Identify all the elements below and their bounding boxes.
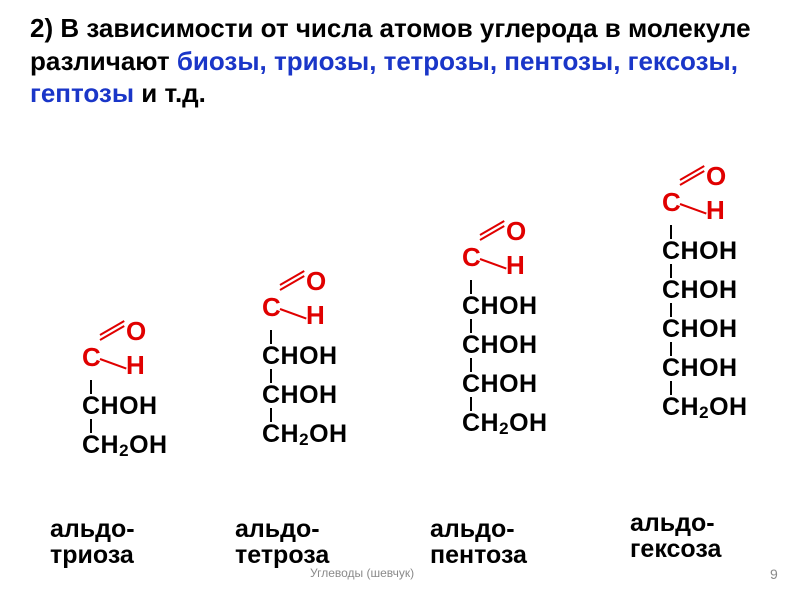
label-line: альдо- [430, 516, 527, 542]
aldehyde-c: C [262, 292, 281, 323]
label-line: альдо- [50, 516, 135, 542]
double-bond [280, 284, 308, 294]
label-line: альдо- [630, 510, 721, 536]
label-line: тетроза [235, 542, 329, 568]
molecule-stack: COHCHOHCHOHCH2OH [262, 270, 410, 448]
choh-group: CHOH [662, 356, 738, 381]
ch2oh-group: CH2OH [662, 395, 748, 421]
molecule-stack: COHCHOHCHOHCHOHCH2OH [462, 220, 610, 437]
molecule-stack: COHCHOHCHOHCHOHCHOHCH2OH [662, 165, 800, 421]
title-suffix: и т.д. [134, 78, 206, 108]
molecule-row: COHCHOHCH2OHальдо-триозаCOHCHOHCHOHCH2OH… [20, 120, 780, 560]
ch2oh-group: CH2OH [82, 433, 168, 459]
choh-group: CHOH [462, 372, 538, 397]
double-bond [680, 179, 708, 189]
aldehyde-h: H [306, 300, 325, 331]
aldehyde-o: O [306, 266, 326, 297]
molecule-hexose: COHCHOHCHOHCHOHCHOHCH2OH [630, 165, 800, 421]
aldehyde-h: H [126, 350, 145, 381]
aldehyde-c: C [82, 342, 101, 373]
choh-group: CHOH [262, 344, 338, 369]
single-bond [480, 258, 507, 269]
molecule-pentose: COHCHOHCHOHCHOHCH2OH [430, 220, 610, 437]
choh-group: CHOH [82, 394, 158, 419]
double-bond [100, 334, 128, 344]
molecule-triose: COHCHOHCH2OH [50, 320, 230, 459]
single-bond [100, 358, 127, 369]
choh-group: CHOH [662, 317, 738, 342]
molecule-label-pentose: альдо-пентоза [430, 516, 527, 569]
label-line: триоза [50, 542, 135, 568]
label-line: гексоза [630, 536, 721, 562]
aldehyde-c: C [662, 187, 681, 218]
footer-text: Углеводы (шевчук) [310, 566, 414, 580]
choh-group: CHOH [462, 333, 538, 358]
label-line: альдо- [235, 516, 329, 542]
aldehyde-o: O [506, 216, 526, 247]
page-number: 9 [770, 566, 778, 582]
choh-group: CHOH [662, 239, 738, 264]
ch2oh-group: CH2OH [462, 411, 548, 437]
molecule-label-hexose: альдо-гексоза [630, 510, 721, 563]
double-bond [480, 234, 508, 244]
molecule-tetrose: COHCHOHCHOHCH2OH [230, 270, 410, 448]
single-bond [680, 203, 707, 214]
single-bond [280, 308, 307, 319]
slide-title: 2) В зависимости от числа атомов углерод… [30, 12, 770, 110]
choh-group: CHOH [262, 383, 338, 408]
choh-group: CHOH [462, 294, 538, 319]
slide-container: 2) В зависимости от числа атомов углерод… [0, 0, 800, 600]
aldehyde-o: O [126, 316, 146, 347]
label-line: пентоза [430, 542, 527, 568]
molecule-label-tetrose: альдо-тетроза [235, 516, 329, 569]
aldehyde-h: H [506, 250, 525, 281]
molecule-stack: COHCHOHCH2OH [82, 320, 230, 459]
aldehyde-h: H [706, 195, 725, 226]
aldehyde-o: O [706, 161, 726, 192]
aldehyde-c: C [462, 242, 481, 273]
choh-group: CHOH [662, 278, 738, 303]
ch2oh-group: CH2OH [262, 422, 348, 448]
molecule-label-triose: альдо-триоза [50, 516, 135, 569]
